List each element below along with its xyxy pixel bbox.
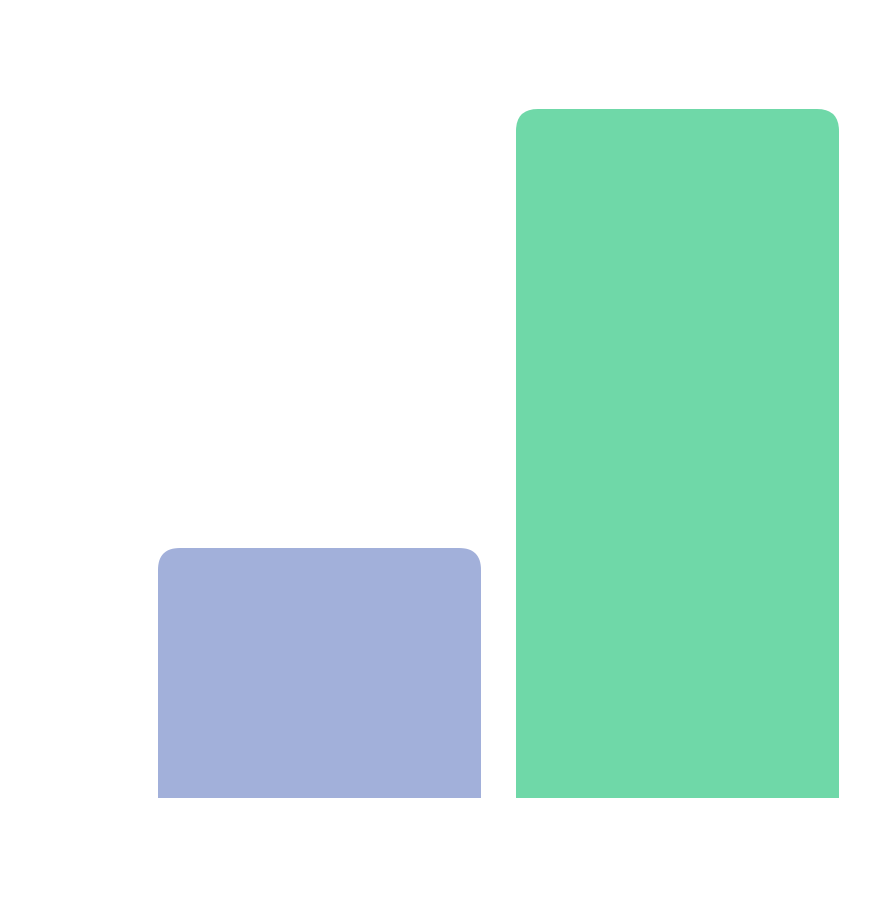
bar: [516, 109, 839, 798]
bar: [158, 548, 481, 798]
